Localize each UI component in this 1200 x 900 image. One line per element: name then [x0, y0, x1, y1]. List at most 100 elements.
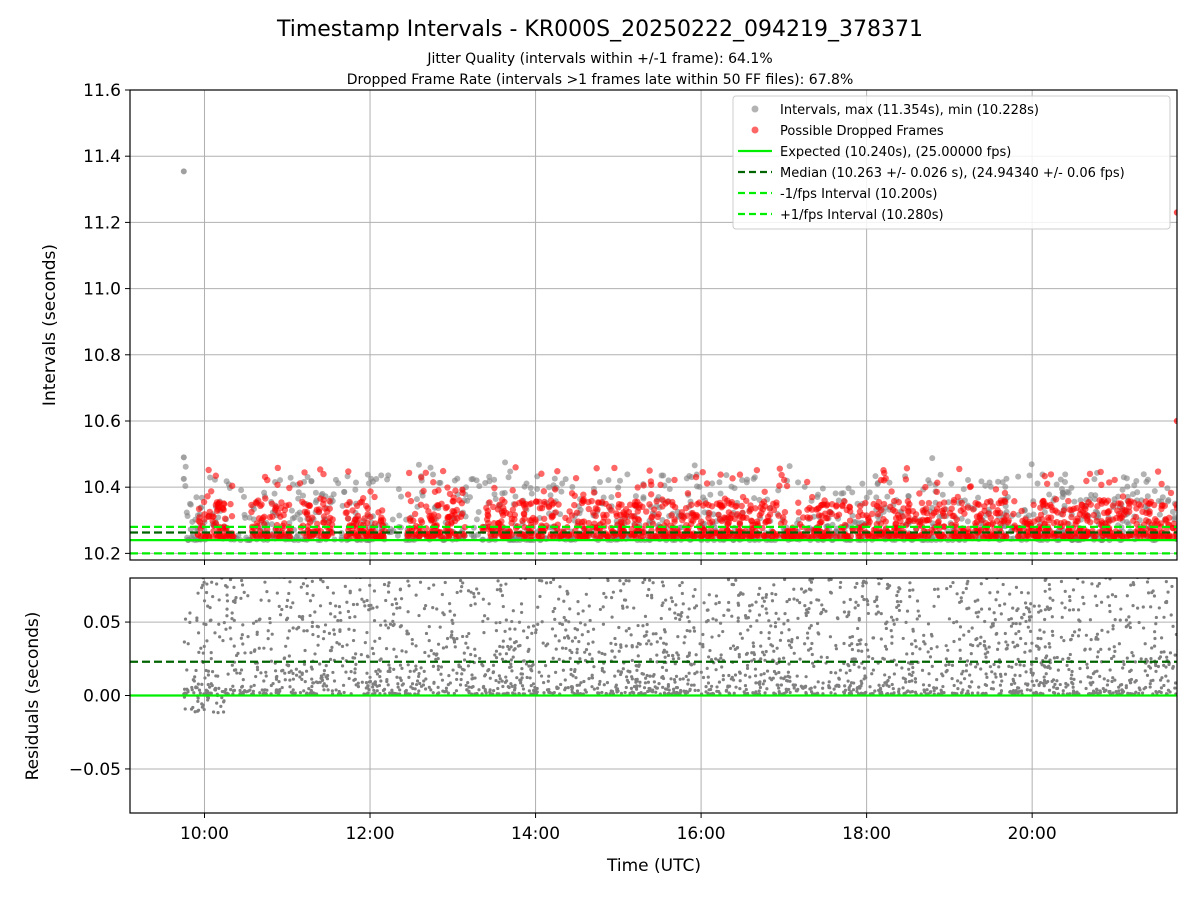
- residual-point: [364, 680, 369, 685]
- dropped-frame-point: [272, 506, 279, 513]
- residual-point: [842, 600, 846, 604]
- residual-point: [232, 618, 236, 622]
- residual-point: [604, 595, 608, 599]
- dropped-frame-point: [678, 512, 685, 519]
- residual-point: [519, 672, 523, 676]
- residual-point: [824, 609, 828, 613]
- residual-point: [762, 599, 766, 603]
- residual-point: [599, 574, 602, 577]
- residual-point: [611, 590, 615, 594]
- residual-point: [373, 691, 377, 695]
- dropped-frame-point: [1115, 500, 1122, 507]
- residual-point: [460, 569, 463, 572]
- residual-point: [497, 680, 501, 684]
- interval-point: [559, 480, 566, 487]
- residual-point: [1162, 615, 1166, 619]
- dropped-frame-point: [593, 465, 600, 472]
- residual-point: [997, 641, 1001, 645]
- residual-point: [875, 595, 879, 599]
- residual-point: [351, 638, 356, 643]
- residual-point: [509, 645, 513, 649]
- residual-point: [692, 662, 696, 666]
- residual-point: [779, 683, 784, 687]
- dropped-frame-point: [1125, 500, 1133, 507]
- residual-point: [907, 679, 911, 684]
- dropped-frame-point: [862, 499, 869, 507]
- residual-point: [216, 711, 220, 715]
- dropped-frame-point: [743, 497, 750, 504]
- residual-point: [1007, 561, 1010, 564]
- interval-point: [486, 473, 493, 480]
- residual-point: [354, 662, 358, 666]
- residual-point: [199, 574, 202, 577]
- residual-point: [568, 607, 572, 611]
- dropped-frame-point: [880, 477, 888, 484]
- residual-point: [737, 652, 741, 657]
- residual-point: [1089, 675, 1093, 680]
- residual-point: [601, 622, 606, 626]
- legend-box: [732, 95, 1171, 230]
- residual-point: [307, 687, 311, 691]
- residual-point: [754, 600, 758, 604]
- residual-point: [294, 673, 299, 677]
- residual-point: [221, 638, 225, 643]
- residual-point: [460, 585, 464, 589]
- residual-point: [787, 597, 792, 602]
- residual-point: [763, 691, 767, 695]
- interval-point: [486, 478, 493, 485]
- residual-point: [961, 688, 965, 692]
- residual-point: [987, 607, 992, 611]
- dropped-frame-point: [748, 532, 755, 540]
- interval-point: [1140, 471, 1147, 478]
- residual-point: [188, 611, 192, 615]
- dropped-frame-point: [934, 479, 941, 486]
- residual-point: [811, 564, 814, 567]
- residual-point: [1013, 673, 1017, 677]
- residual-point: [671, 657, 676, 661]
- residual-point: [619, 589, 623, 593]
- residual-point: [617, 571, 620, 574]
- residual-point: [527, 664, 531, 668]
- residual-point: [772, 669, 777, 674]
- residual-point: [721, 674, 725, 678]
- interval-point: [1071, 498, 1078, 505]
- interval-point: [268, 521, 275, 528]
- residual-point: [398, 562, 401, 565]
- dropped-frame-point: [858, 533, 865, 540]
- residual-point: [866, 611, 870, 616]
- residual-point: [338, 611, 342, 615]
- dropped-frame-point: [1018, 507, 1025, 515]
- residual-point: [529, 683, 533, 688]
- residual-point: [772, 583, 776, 587]
- dropped-frame-point: [729, 475, 736, 482]
- intervals-reference-lines: [130, 525, 1177, 555]
- residual-point: [1112, 654, 1116, 658]
- residual-point: [584, 592, 588, 596]
- dropped-frame-point: [417, 517, 425, 524]
- residual-point: [224, 687, 228, 692]
- dropped-frame-point: [1086, 470, 1094, 478]
- residual-point: [870, 672, 874, 676]
- residual-point: [254, 619, 258, 623]
- residual-point: [311, 633, 315, 637]
- residual-point: [988, 591, 992, 595]
- residual-point: [1099, 647, 1103, 651]
- residual-point: [562, 562, 565, 565]
- residual-point: [701, 632, 705, 637]
- interval-point: [608, 494, 615, 501]
- residual-point: [1084, 633, 1088, 637]
- dropped-frame-point: [529, 514, 537, 522]
- dropped-frame-point: [970, 506, 977, 513]
- residual-point: [868, 685, 872, 689]
- residual-point: [687, 619, 691, 624]
- residual-point: [884, 647, 889, 651]
- residual-point: [710, 635, 714, 639]
- residual-point: [852, 662, 856, 667]
- legend-label: Expected (10.240s), (25.00000 fps): [780, 145, 1011, 160]
- residual-point: [763, 658, 767, 662]
- residual-point: [811, 661, 815, 665]
- residual-point: [254, 674, 258, 679]
- residual-point: [324, 664, 328, 668]
- interval-point: [464, 497, 471, 504]
- residual-point: [211, 710, 216, 714]
